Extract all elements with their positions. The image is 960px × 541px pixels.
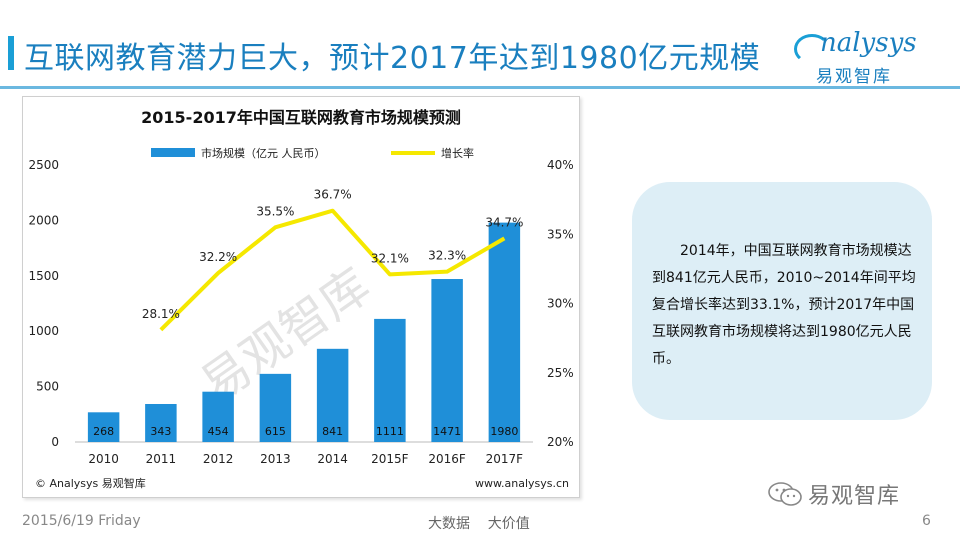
legend-line-label: 增长率: [441, 146, 474, 160]
title-accent-bar: [8, 36, 14, 70]
bar-market-size: [87, 412, 120, 442]
left-axis-tick-label: 2000: [28, 213, 59, 227]
growth-rate-label: 32.2%: [199, 250, 237, 264]
left-axis-tick-label: 0: [51, 435, 59, 449]
growth-rate-label: 28.1%: [142, 307, 180, 321]
right-axis-tick-label: 25%: [547, 366, 574, 380]
bar-value-label: 1471: [433, 425, 461, 438]
right-axis-tick-label: 30%: [547, 297, 574, 311]
legend-bar-swatch: [151, 148, 195, 157]
right-axis-tick-label: 35%: [547, 227, 574, 241]
bar-value-label: 268: [93, 425, 114, 438]
chart-source-left: © Analysys 易观智库: [35, 476, 146, 490]
wechat-watermark: 易观智库: [760, 476, 940, 509]
bar-value-label: 1111: [376, 425, 404, 438]
summary-callout: [632, 182, 932, 420]
x-axis-tick-label: 2014: [317, 452, 348, 466]
page-title: 互联网教育潜力巨大，预计2017年达到1980亿元规模: [24, 41, 761, 76]
right-axis-tick-label: 20%: [547, 435, 574, 449]
x-axis-tick-label: 2013: [260, 452, 291, 466]
footer-date: 2015/6/19 Friday: [22, 513, 141, 529]
bar-market-size: [488, 222, 521, 442]
x-axis-tick-label: 2015F: [371, 452, 409, 466]
bar-value-label: 1980: [490, 425, 518, 438]
x-axis-tick-label: 2016F: [428, 452, 466, 466]
bar-value-label: 454: [208, 425, 229, 438]
growth-rate-label: 32.1%: [371, 251, 409, 265]
analysys-logo: nalysys 易观智库: [790, 28, 940, 88]
growth-rate-label: 36.7%: [314, 188, 352, 202]
summary-text: 2014年，中国互联网教育市场规模达到841亿元人民币，2010~2014年间平…: [652, 243, 916, 367]
left-axis-tick-label: 2500: [28, 158, 59, 172]
bar-value-label: 615: [265, 425, 286, 438]
wechat-name: 易观智库: [808, 484, 901, 509]
bar-value-label: 343: [150, 425, 171, 438]
bar-market-size: [316, 348, 349, 442]
growth-rate-label: 34.7%: [485, 215, 523, 229]
chart-source-right: www.analysys.cn: [475, 477, 569, 490]
x-axis-tick-label: 2012: [203, 452, 234, 466]
header-divider: [0, 86, 960, 89]
right-axis-tick-label: 40%: [547, 158, 574, 172]
logo-subtitle: 易观智库: [816, 67, 892, 87]
logo-wordmark: nalysys: [820, 28, 917, 58]
legend-bar-label: 市场规模（亿元 人民币）: [201, 146, 326, 160]
logo-swoosh-icon: [794, 34, 830, 64]
bar-market-size: [145, 403, 177, 442]
bar-market-size: [431, 279, 463, 442]
growth-rate-line: [159, 208, 506, 332]
x-axis-tick-label: 2017F: [486, 452, 524, 466]
footer-slogan: 大数据 大价值: [428, 516, 530, 532]
bar-market-size: [374, 318, 406, 442]
x-axis-tick-label: 2011: [146, 452, 177, 466]
page-number: 6: [922, 513, 931, 529]
left-axis-tick-label: 1500: [28, 269, 59, 283]
growth-rate-label: 35.5%: [256, 204, 294, 218]
left-axis-tick-label: 500: [36, 380, 59, 394]
bar-market-size: [202, 391, 234, 442]
x-axis-tick-label: 2010: [88, 452, 119, 466]
left-axis-tick-label: 1000: [28, 324, 59, 338]
bar-value-label: 841: [322, 425, 343, 438]
bar-market-size: [259, 373, 292, 442]
chart-panel: 2015-2017年中国互联网教育市场规模预测 市场规模（亿元 人民币） 增长率 易观…: [22, 96, 580, 498]
wechat-icon: [768, 482, 802, 506]
chart-title: 2015-2017年中国互联网教育市场规模预测: [141, 108, 461, 127]
growth-rate-label: 32.3%: [428, 249, 466, 263]
